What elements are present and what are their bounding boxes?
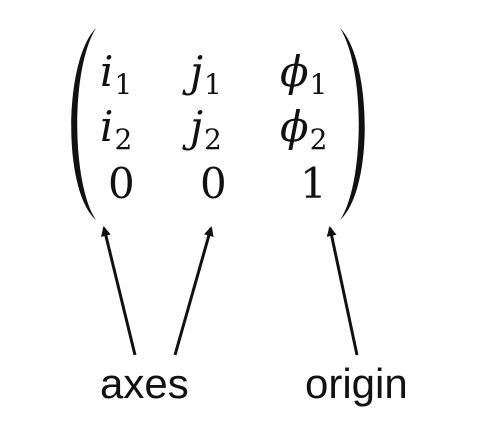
matrix-cell-r1c2: j1	[190, 47, 222, 102]
matrix-cell-r3c2: 0	[200, 159, 227, 208]
origin-label: origin	[305, 360, 408, 407]
arrow-axes-right	[173, 226, 214, 356]
axes-label: axes	[100, 360, 189, 407]
matrix-cell-r1c1: i1	[100, 47, 133, 102]
matrix-cell-r2c2: j2	[190, 102, 222, 157]
matrix-cell-r1c3: ϕ1	[280, 47, 328, 102]
matrix-cell-r2c3: ϕ2	[280, 102, 328, 157]
arrow-origin	[326, 226, 359, 356]
matrix-cell-r3c3: 1	[300, 159, 327, 208]
matrix-cell-r2c1: i2	[100, 102, 133, 157]
matrix-cell-r3c1: 0	[108, 159, 135, 208]
arrow-axes-left	[101, 226, 137, 356]
left-parenthesis	[71, 28, 96, 220]
right-parenthesis	[340, 28, 365, 220]
